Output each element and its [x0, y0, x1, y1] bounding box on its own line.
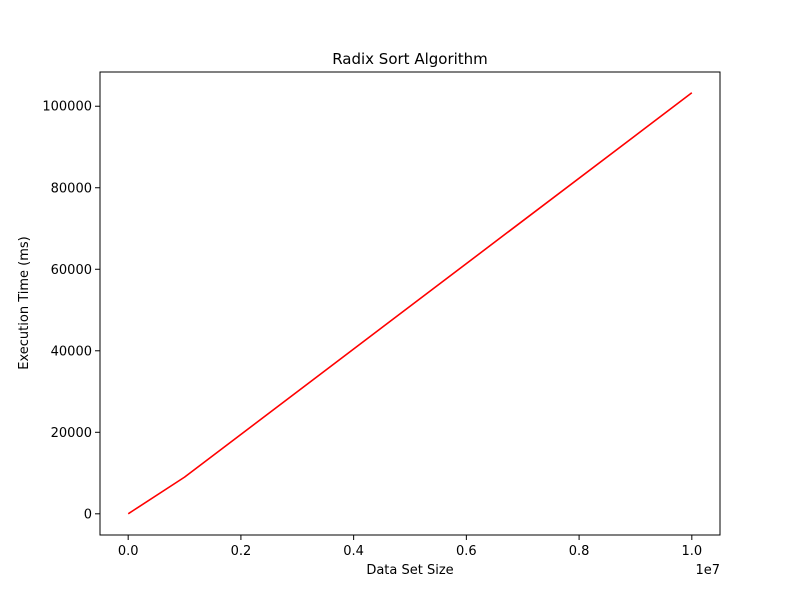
x-axis-offset-label: 1e7 [695, 563, 720, 578]
series-layer [127, 92, 693, 515]
y-tick-label: 40000 [51, 344, 92, 359]
y-tick-label: 20000 [51, 426, 92, 441]
x-tick-label: 0.0 [118, 544, 139, 559]
y-tick-label: 0 [84, 507, 92, 522]
x-tick-label: 0.4 [343, 544, 364, 559]
chart-title: Radix Sort Algorithm [332, 50, 488, 68]
y-axis-ticks: 0 20000 40000 60000 80000 100000 [42, 100, 100, 522]
y-tick-label: 100000 [42, 100, 92, 115]
series-line [127, 92, 693, 515]
x-tick-label: 0.2 [231, 544, 252, 559]
x-tick-label: 1.0 [681, 544, 702, 559]
x-tick-label: 0.6 [456, 544, 477, 559]
x-tick-label: 0.8 [569, 544, 590, 559]
x-axis-label: Data Set Size [366, 563, 453, 578]
plot-frame [99, 71, 721, 536]
x-axis-ticks: 0.0 0.2 0.4 0.6 0.8 1.0 [118, 535, 702, 559]
y-tick-label: 60000 [51, 263, 92, 278]
y-tick-label: 80000 [51, 181, 92, 196]
y-axis-label: Execution Time (ms) [17, 236, 32, 369]
